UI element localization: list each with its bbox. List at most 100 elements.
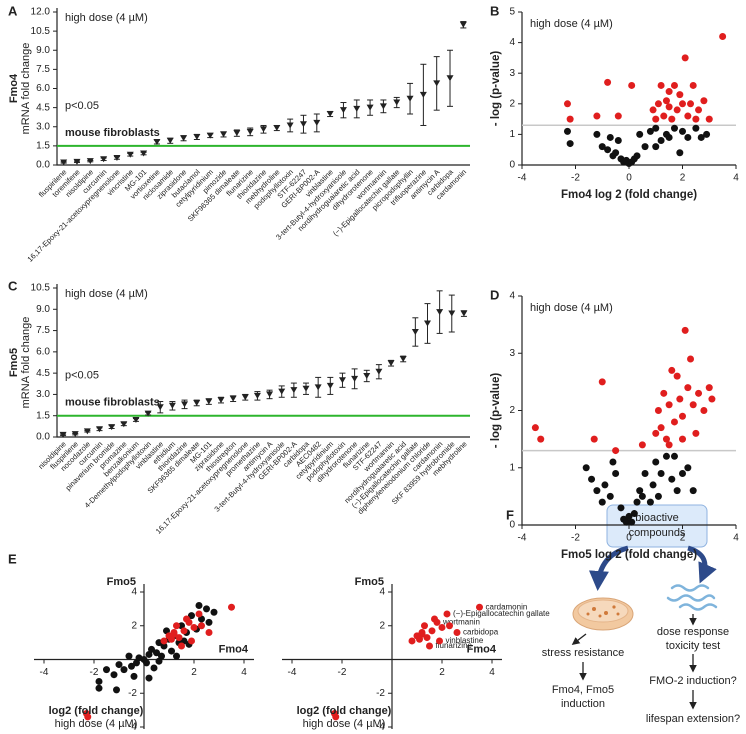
mean-marker [126, 151, 134, 158]
point [670, 124, 678, 132]
point [598, 378, 606, 386]
mean-marker [166, 137, 174, 144]
mean-marker [406, 95, 414, 102]
node-text: compounds [629, 527, 686, 539]
point-label: carbidopa [463, 628, 499, 637]
x-tick-label: -2 [571, 173, 580, 184]
node-text: toxicity test [666, 640, 720, 652]
arrow [571, 633, 587, 645]
point [178, 642, 185, 650]
x-tick-label: -2 [90, 667, 99, 678]
panel-letter: F [506, 507, 514, 522]
panel-letter: D [490, 287, 499, 302]
point [636, 130, 644, 138]
point [205, 618, 213, 626]
point [563, 100, 571, 108]
mean-marker [326, 111, 334, 117]
point [160, 637, 168, 645]
worms [666, 584, 718, 611]
mean-marker [205, 398, 213, 405]
point [601, 481, 609, 489]
panel-letter: E [8, 551, 17, 566]
point [95, 677, 103, 685]
mean-marker [59, 431, 67, 438]
point [115, 661, 123, 669]
mean-marker [253, 392, 261, 399]
node-text: stress resistance [542, 647, 625, 659]
point [205, 629, 213, 636]
point [198, 622, 205, 630]
mean-marker [266, 391, 274, 398]
y-axis-title: - log (p-value) [490, 373, 502, 449]
point [684, 464, 692, 472]
point [662, 452, 670, 460]
point [638, 492, 646, 500]
point [168, 647, 175, 655]
mean-marker [140, 150, 148, 157]
point [657, 81, 665, 89]
y-tick-label: 0 [509, 160, 515, 171]
point [614, 112, 622, 120]
y-tick-label: -4 [128, 722, 137, 733]
point [155, 657, 163, 665]
mean-marker [96, 426, 104, 433]
point [188, 637, 195, 645]
node-text: induction [561, 698, 605, 710]
x-tick-label: 0 [626, 173, 632, 184]
point [697, 133, 705, 141]
point [687, 355, 695, 363]
point [453, 629, 461, 636]
point [695, 389, 703, 397]
mean-marker [220, 131, 228, 138]
y-tick-label: 1 [509, 129, 515, 140]
mean-marker [168, 402, 176, 409]
point [563, 127, 571, 135]
mean-marker [393, 99, 401, 106]
y-axis-title: - log (p-value) [490, 51, 502, 127]
point [423, 634, 431, 642]
point [332, 713, 340, 721]
point [679, 100, 686, 108]
point-label: (−)-Epigallocatechin gallate [453, 609, 550, 618]
panel-f: F bioactive compounds stress resistance … [506, 504, 740, 725]
point [537, 435, 545, 443]
mean-marker [246, 128, 254, 135]
mean-marker [217, 397, 225, 404]
point [689, 81, 697, 89]
point [641, 143, 649, 151]
node-text: lifespan extension? [646, 713, 740, 725]
y-axis-title: mRNA fold change [20, 43, 32, 135]
axis [56, 8, 470, 166]
x-tick-label: 2 [191, 667, 197, 678]
point [703, 130, 711, 138]
annotation: high dose (4 µM) [65, 12, 148, 24]
mean-marker [433, 80, 441, 87]
mean-marker [120, 421, 128, 428]
mean-marker [193, 133, 201, 140]
point [681, 326, 689, 334]
y-tick-label: 9.0 [36, 304, 50, 315]
annotation: high dose (4 µM) [530, 302, 613, 314]
mean-marker [181, 401, 189, 408]
point [687, 100, 695, 108]
mean-marker [351, 375, 359, 382]
point [190, 623, 198, 631]
point [684, 133, 692, 141]
point [593, 130, 601, 138]
mean-marker [446, 75, 454, 82]
x-tick-label: 2 [439, 667, 445, 678]
y-tick-label: 12.0 [31, 7, 51, 18]
mean-marker [459, 21, 467, 28]
point [153, 649, 160, 657]
point [128, 662, 135, 670]
flow-arrow [588, 545, 629, 591]
x-tick-label: 4 [733, 173, 739, 184]
x-tick-label: -4 [518, 533, 527, 544]
point [668, 475, 676, 483]
y-tick-label: 3 [509, 68, 515, 79]
point [148, 645, 155, 653]
point [705, 115, 713, 123]
point [665, 441, 673, 449]
point [604, 146, 612, 154]
x-tick-label: -2 [338, 667, 347, 678]
